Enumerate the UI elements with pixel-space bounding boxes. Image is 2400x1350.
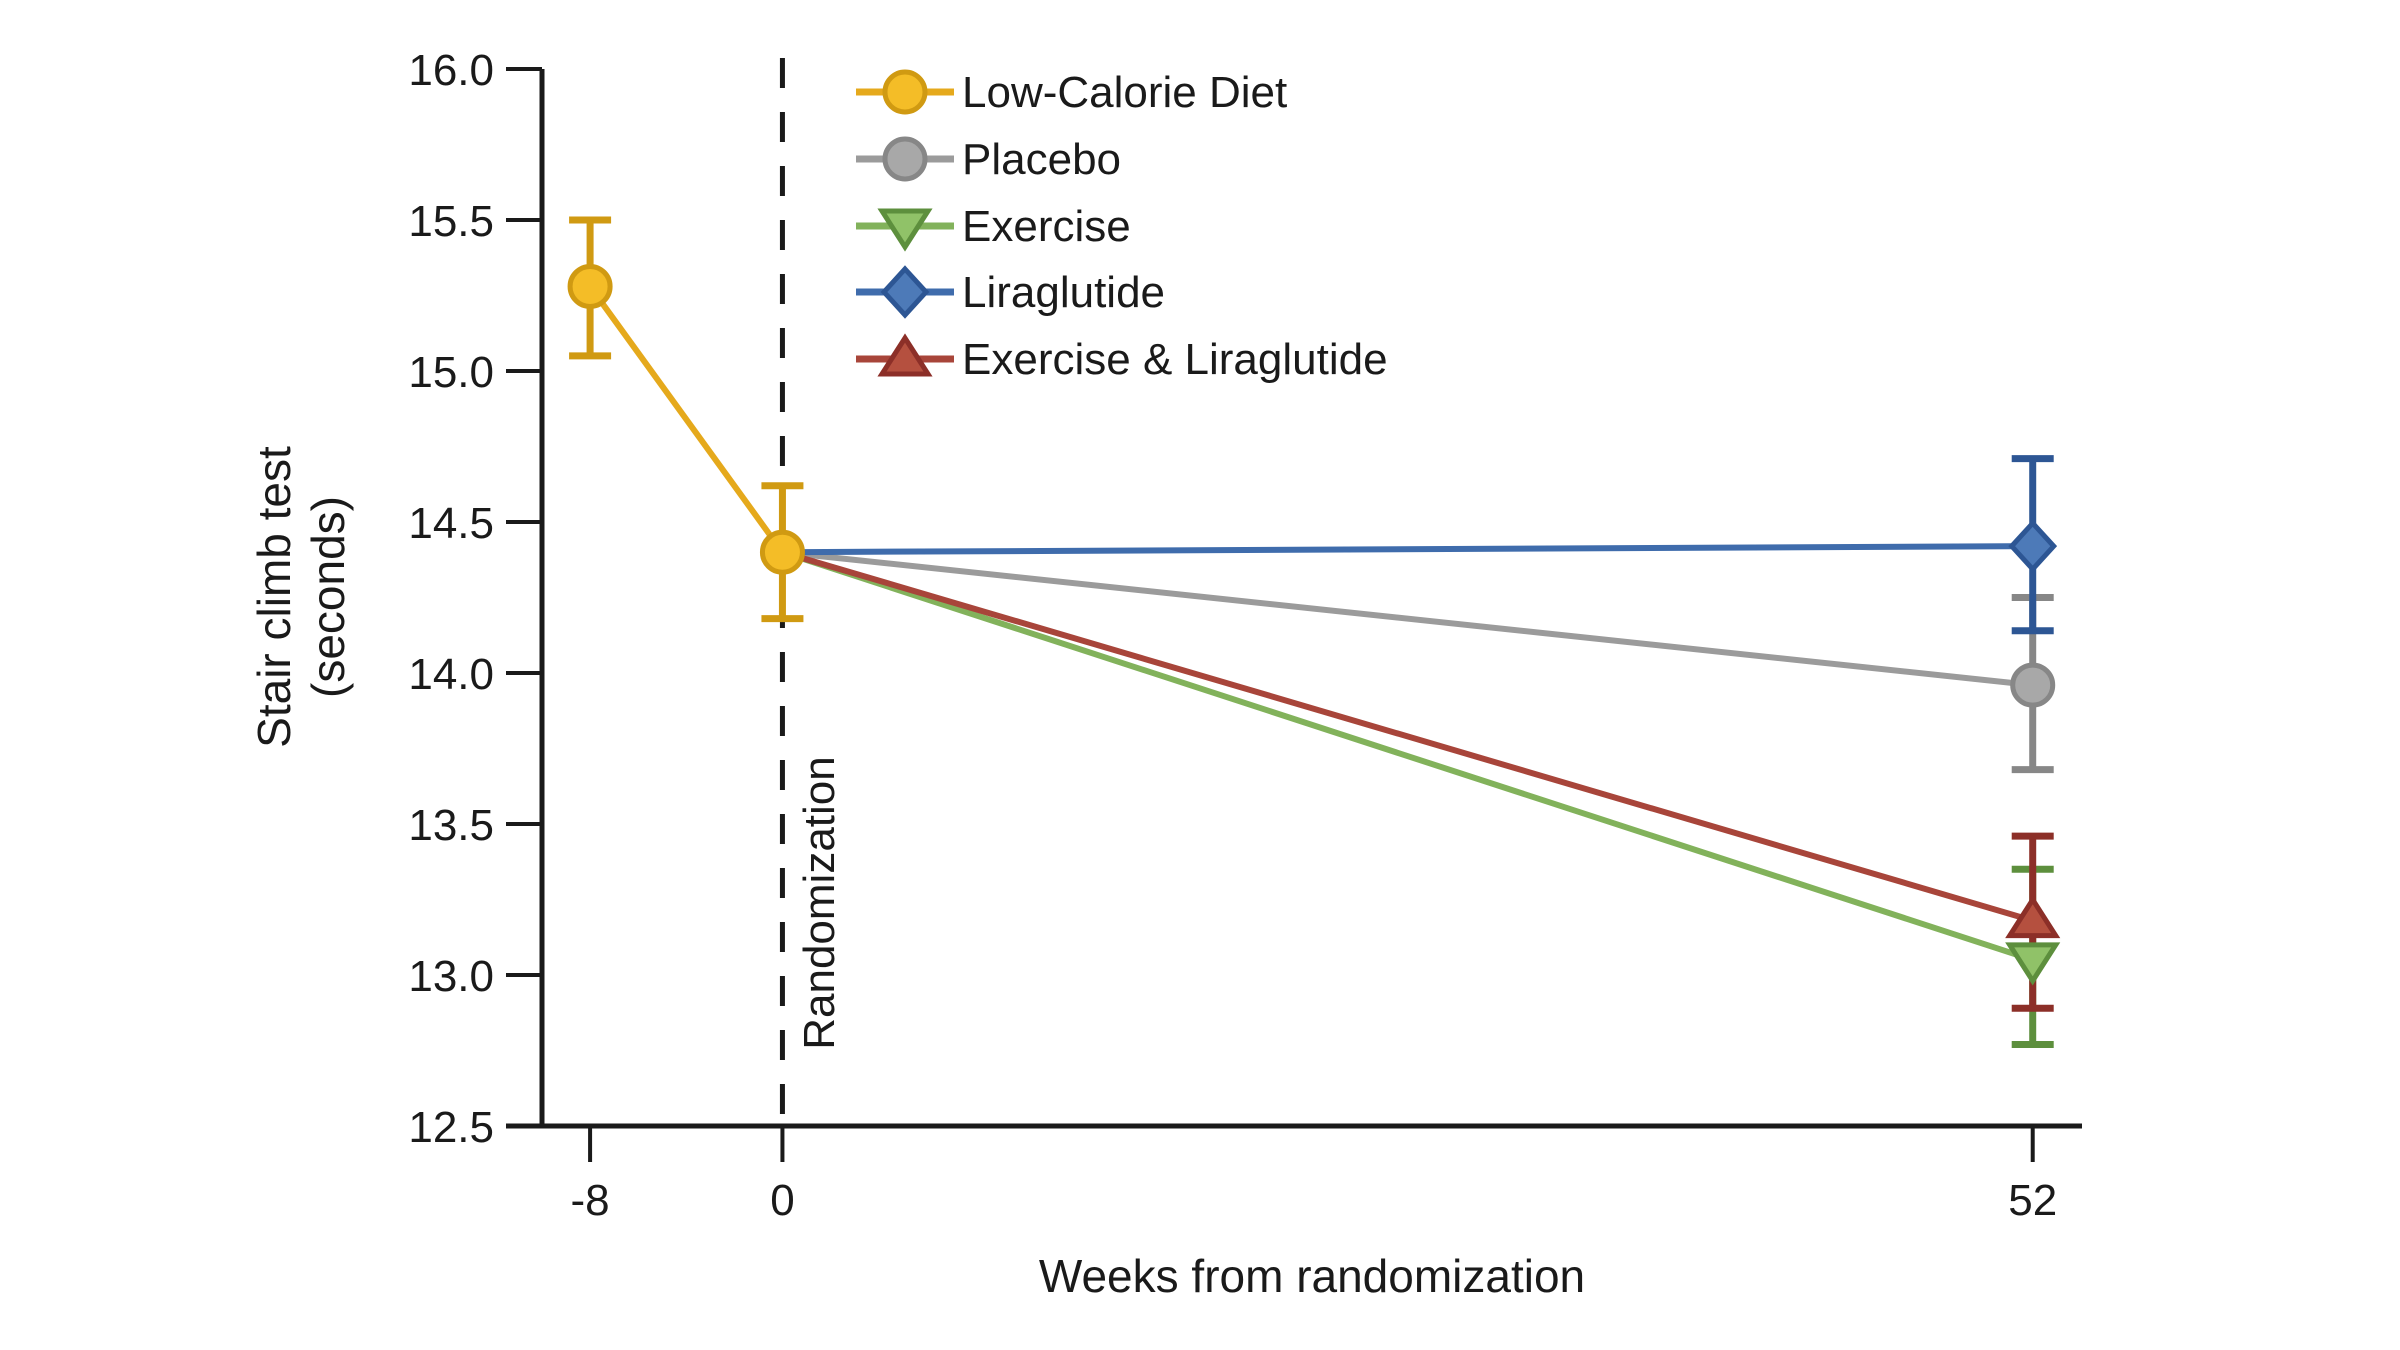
triangle-down-marker xyxy=(2005,942,2061,986)
y-axis-title-line2: (seconds) xyxy=(302,496,354,698)
legend-item-low-calorie-diet: Low-Calorie Diet xyxy=(856,68,1287,117)
triangle-up-marker xyxy=(2005,894,2061,939)
series-line-exercise xyxy=(781,549,2034,963)
y-tick-label: 16.0 xyxy=(408,46,494,95)
y-axis-ticks: 16.0 15.5 15.0 14.5 14.0 13.5 13.0 12.5 xyxy=(408,46,542,1152)
legend-item-exercise: Exercise xyxy=(856,202,1131,252)
y-tick-label: 13.5 xyxy=(408,801,494,850)
legend-label: Exercise xyxy=(962,202,1131,251)
x-axis-title: Weeks from randomization xyxy=(1039,1250,1585,1302)
legend: Low-Calorie Diet Placebo Exercise Liragluti… xyxy=(856,68,1388,384)
plot-area: 16.0 15.5 15.0 14.5 14.0 13.5 13.0 12.5 -8 0 52 Low… xyxy=(408,46,2082,1225)
axes xyxy=(506,69,2082,1129)
circle-marker xyxy=(759,529,805,575)
y-tick-label: 12.5 xyxy=(408,1103,494,1152)
diamond-marker xyxy=(2008,519,2058,573)
x-tick-label: 0 xyxy=(770,1176,794,1225)
series-line-liraglutide xyxy=(782,543,2033,556)
legend-item-exercise-liraglutide: Exercise & Liraglutide xyxy=(856,333,1388,384)
randomization-label: Randomization xyxy=(795,756,844,1050)
series-line-low-calorie-diet xyxy=(587,284,785,554)
triangle-down-marker xyxy=(877,208,933,252)
legend-label: Low-Calorie Diet xyxy=(962,68,1287,117)
series-lines xyxy=(587,284,2034,963)
series-line-exercise-liraglutide xyxy=(781,549,2034,924)
y-tick-label: 14.5 xyxy=(408,499,494,548)
y-tick-label: 15.5 xyxy=(408,197,494,246)
legend-label: Exercise & Liraglutide xyxy=(962,335,1388,384)
series-markers xyxy=(567,263,2061,986)
series-line-placebo xyxy=(782,549,2034,689)
circle-marker xyxy=(567,263,613,309)
legend-item-placebo: Placebo xyxy=(856,135,1121,184)
y-tick-label: 14.0 xyxy=(408,650,494,699)
error-bars xyxy=(569,216,2054,1048)
diamond-marker xyxy=(880,265,930,319)
y-axis-title-line1: Stair climb test xyxy=(248,446,300,748)
x-axis-ticks: -8 0 52 xyxy=(571,1126,2057,1225)
legend-item-liraglutide: Liraglutide xyxy=(856,265,1165,319)
triangle-up-marker xyxy=(877,333,933,377)
y-tick-label: 13.0 xyxy=(408,952,494,1001)
circle-marker xyxy=(882,69,928,115)
circle-marker xyxy=(882,136,928,182)
legend-label: Liraglutide xyxy=(962,268,1165,317)
x-tick-label: 52 xyxy=(2008,1176,2057,1225)
legend-label: Placebo xyxy=(962,135,1121,184)
y-tick-label: 15.0 xyxy=(408,348,494,397)
x-tick-label: -8 xyxy=(571,1176,610,1225)
circle-marker xyxy=(2010,662,2056,708)
